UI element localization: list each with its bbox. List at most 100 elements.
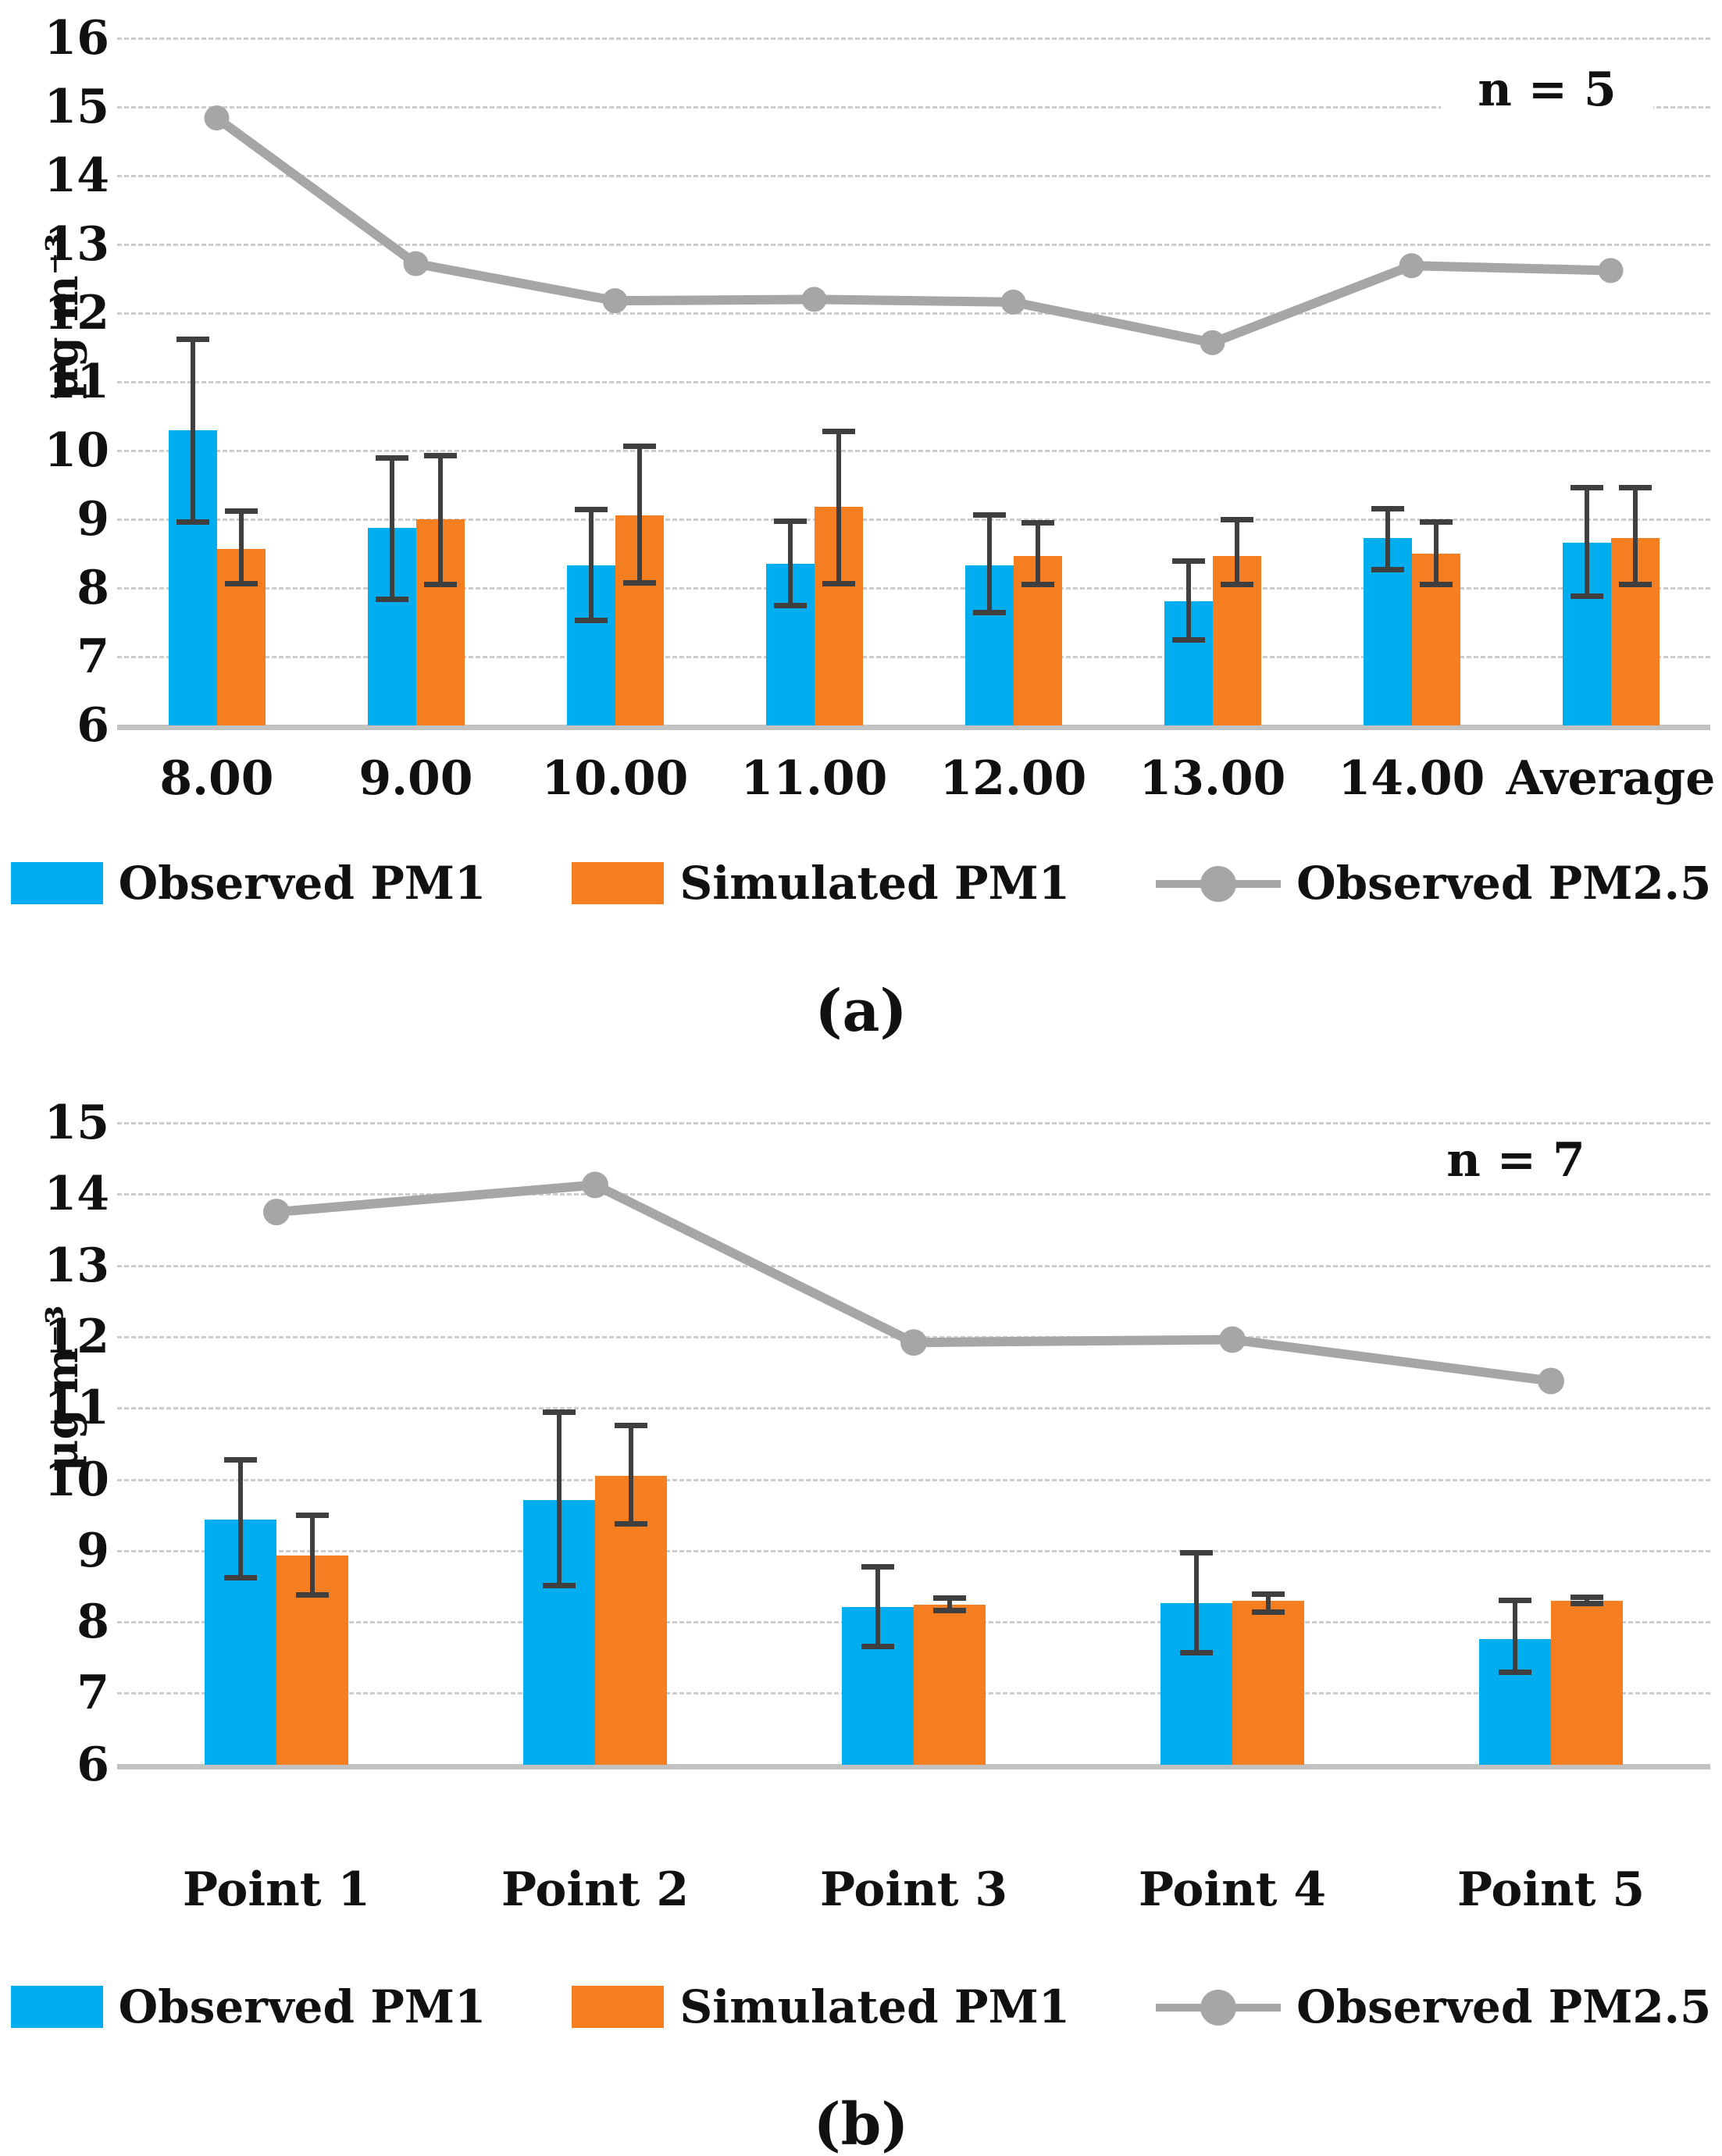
observed-pm25-marker — [1219, 1326, 1246, 1353]
grid-line-15 — [117, 1122, 1710, 1124]
caption-a: (a) — [815, 978, 907, 1045]
observed-pm25-marker — [1538, 1367, 1564, 1395]
observed-pm1-swatch-icon — [10, 1986, 103, 2028]
simulated-pm1-swatch-icon — [572, 862, 665, 904]
observed-pm25-line-path — [272, 1180, 1556, 1386]
error-bar-stem-simulated-pm1 — [636, 445, 642, 583]
observed-pm25-marker — [403, 251, 429, 276]
error-bar-cap-top-observed-pm1 — [773, 518, 807, 524]
error-bar-stem-observed-pm1 — [588, 508, 594, 622]
error-bar-cap-top-simulated-pm1 — [622, 443, 656, 449]
y-tick-label-11: 11 — [44, 1381, 110, 1436]
error-bar-cap-bottom-observed-pm1 — [1180, 1650, 1213, 1656]
error-bar-cap-top-simulated-pm1 — [296, 1513, 329, 1519]
error-bar-cap-top-observed-pm1 — [574, 506, 608, 512]
x-tick-label: Point 2 — [501, 1862, 690, 1917]
legend-label-simulated-pm1: Simulated PM1 — [679, 1980, 1071, 2033]
error-bar-stem-observed-pm1 — [1194, 1552, 1199, 1654]
observed-pm25-marker — [1000, 289, 1026, 315]
y-tick-label-7: 7 — [77, 1666, 109, 1721]
error-bar-cap-bottom-observed-pm1 — [176, 519, 209, 525]
error-bar-stem-simulated-pm1 — [1585, 1597, 1589, 1605]
error-bar-stem-observed-pm1 — [389, 457, 394, 600]
error-bar-cap-bottom-simulated-pm1 — [615, 1521, 647, 1527]
error-bar-cap-bottom-observed-pm1 — [773, 602, 807, 608]
error-bar-cap-top-simulated-pm1 — [1618, 484, 1652, 490]
grid-line-11 — [117, 1407, 1710, 1410]
y-tick-label-14: 14 — [44, 1167, 110, 1222]
x-tick-label: Point 4 — [1138, 1862, 1327, 1917]
grid-line-12 — [117, 312, 1710, 315]
error-bar-stem-observed-pm1 — [986, 514, 992, 613]
error-bar-cap-top-observed-pm1 — [176, 337, 209, 343]
error-bar-stem-observed-pm1 — [557, 1411, 562, 1586]
observed-pm1-swatch-icon — [10, 862, 103, 904]
x-tick-label: 11.00 — [740, 751, 888, 806]
grid-line-10 — [117, 450, 1710, 452]
error-bar-stem-observed-pm1 — [1513, 1599, 1517, 1673]
error-bar-cap-bottom-simulated-pm1 — [224, 580, 258, 586]
error-bar-cap-bottom-simulated-pm1 — [1618, 581, 1652, 587]
grid-line-12 — [117, 1335, 1710, 1338]
grid-line-11 — [117, 381, 1710, 383]
error-bar-cap-bottom-simulated-pm1 — [296, 1592, 329, 1598]
y-tick-label-8: 8 — [77, 561, 109, 615]
legend-item-observed-pm1: Observed PM1 — [10, 1984, 486, 2029]
error-bar-cap-top-simulated-pm1 — [615, 1423, 647, 1429]
caption-b: (b) — [813, 2091, 909, 2156]
error-bar-cap-bottom-simulated-pm1 — [1419, 581, 1453, 587]
error-bar-cap-top-observed-pm1 — [543, 1409, 576, 1415]
sample-size-annotation: n = 5 — [1441, 62, 1653, 117]
y-tick-label-11: 11 — [44, 355, 110, 409]
y-tick-label-15: 15 — [44, 1096, 110, 1150]
error-bar-cap-bottom-simulated-pm1 — [1252, 1609, 1285, 1616]
grid-line-10 — [117, 1478, 1710, 1481]
error-bar-cap-top-observed-pm1 — [1180, 1549, 1213, 1556]
legend-item-observed-pm25: Observed PM2.5 — [1156, 1984, 1711, 2029]
y-tick-label-15: 15 — [44, 80, 110, 134]
error-bar-stem-simulated-pm1 — [1266, 1593, 1271, 1613]
legend-a: Observed PM1 Simulated PM1 Observed PM2.… — [0, 861, 1722, 906]
error-bar-stem-simulated-pm1 — [1035, 522, 1040, 585]
y-tick-label-12: 12 — [44, 286, 110, 340]
error-bar-cap-bottom-observed-pm1 — [861, 1644, 894, 1650]
grid-line-16 — [117, 37, 1710, 40]
bar-simulated-pm1 — [1551, 1600, 1623, 1765]
y-tick-label-16: 16 — [44, 11, 110, 66]
error-bar-stem-simulated-pm1 — [310, 1515, 315, 1596]
x-tick-label: 12.00 — [939, 751, 1087, 806]
error-bar-stem-simulated-pm1 — [836, 431, 841, 584]
legend-b: Observed PM1 Simulated PM1 Observed PM2.… — [0, 1984, 1722, 2029]
grid-line-15 — [117, 106, 1710, 109]
error-bar-cap-top-simulated-pm1 — [1021, 520, 1054, 526]
error-bar-stem-simulated-pm1 — [1632, 486, 1638, 585]
legend-label-observed-pm25: Observed PM2.5 — [1296, 857, 1712, 910]
error-bar-cap-bottom-observed-pm1 — [1570, 593, 1603, 599]
y-tick-label-13: 13 — [44, 217, 110, 272]
error-bar-cap-bottom-observed-pm1 — [972, 609, 1006, 615]
legend-item-observed-pm25: Observed PM2.5 — [1156, 861, 1711, 906]
error-bar-cap-top-simulated-pm1 — [1220, 517, 1253, 522]
error-bar-cap-bottom-simulated-pm1 — [933, 1608, 966, 1614]
grid-line-14 — [117, 175, 1710, 177]
legend-label-observed-pm25: Observed PM2.5 — [1296, 1980, 1712, 2033]
x-tick-label: Point 3 — [819, 1862, 1008, 1917]
legend-label-simulated-pm1: Simulated PM1 — [679, 857, 1071, 910]
legend-item-simulated-pm1: Simulated PM1 — [572, 861, 1070, 906]
simulated-pm1-swatch-icon — [572, 1986, 665, 2028]
x-tick-label: 8.00 — [159, 751, 274, 806]
error-bar-stem-simulated-pm1 — [1433, 521, 1439, 585]
y-tick-label-14: 14 — [44, 148, 110, 203]
y-tick-label-13: 13 — [44, 1238, 110, 1293]
x-tick-label: 14.00 — [1338, 751, 1485, 806]
y-tick-label-10: 10 — [44, 1452, 110, 1507]
error-bar-cap-top-simulated-pm1 — [822, 429, 855, 435]
error-bar-cap-top-simulated-pm1 — [1252, 1591, 1285, 1597]
y-tick-label-8: 8 — [77, 1595, 109, 1650]
grid-line-9 — [117, 1549, 1710, 1552]
grid-line-9 — [117, 519, 1710, 521]
error-bar-cap-top-observed-pm1 — [375, 454, 408, 461]
grid-line-7 — [117, 656, 1710, 658]
y-tick-label-6: 6 — [77, 1737, 109, 1792]
